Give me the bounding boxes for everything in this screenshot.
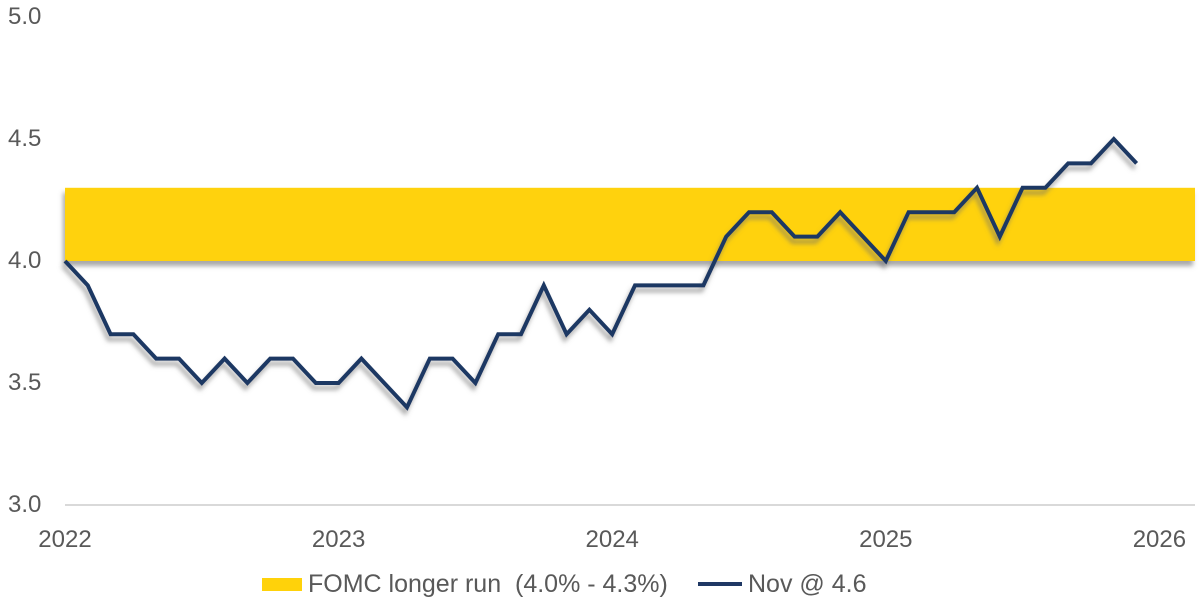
y-axis-tick-label: 3.0 <box>8 491 42 518</box>
series-line-swatch <box>698 582 742 586</box>
x-axis-tick-label: 2022 <box>38 526 92 553</box>
chart-legend: FOMC longer run (4.0% - 4.3%) Nov @ 4.6 <box>0 570 1200 600</box>
x-axis-tick-label: 2025 <box>859 526 913 553</box>
y-axis-tick-label: 4.5 <box>8 125 42 152</box>
x-axis-tick-label: 2024 <box>585 526 639 553</box>
fomc-band-swatch <box>262 577 302 591</box>
y-axis-tick-label: 4.0 <box>8 247 42 274</box>
y-axis-tick-label: 5.0 <box>8 3 42 30</box>
x-axis-tick-label: 2026 <box>1132 526 1187 553</box>
fomc-band-label: FOMC longer run (4.0% - 4.3%) <box>308 569 668 598</box>
series-line-label: Nov @ 4.6 <box>748 569 867 598</box>
fomc-band <box>65 187 1195 261</box>
legend-item-fomc-band: FOMC longer run (4.0% - 4.3%) <box>262 570 668 598</box>
x-axis-tick-label: 2023 <box>311 526 366 553</box>
series-line <box>63 136 1139 411</box>
legend-item-series: Nov @ 4.6 <box>698 570 866 598</box>
y-axis-tick-label: 3.5 <box>8 369 42 396</box>
